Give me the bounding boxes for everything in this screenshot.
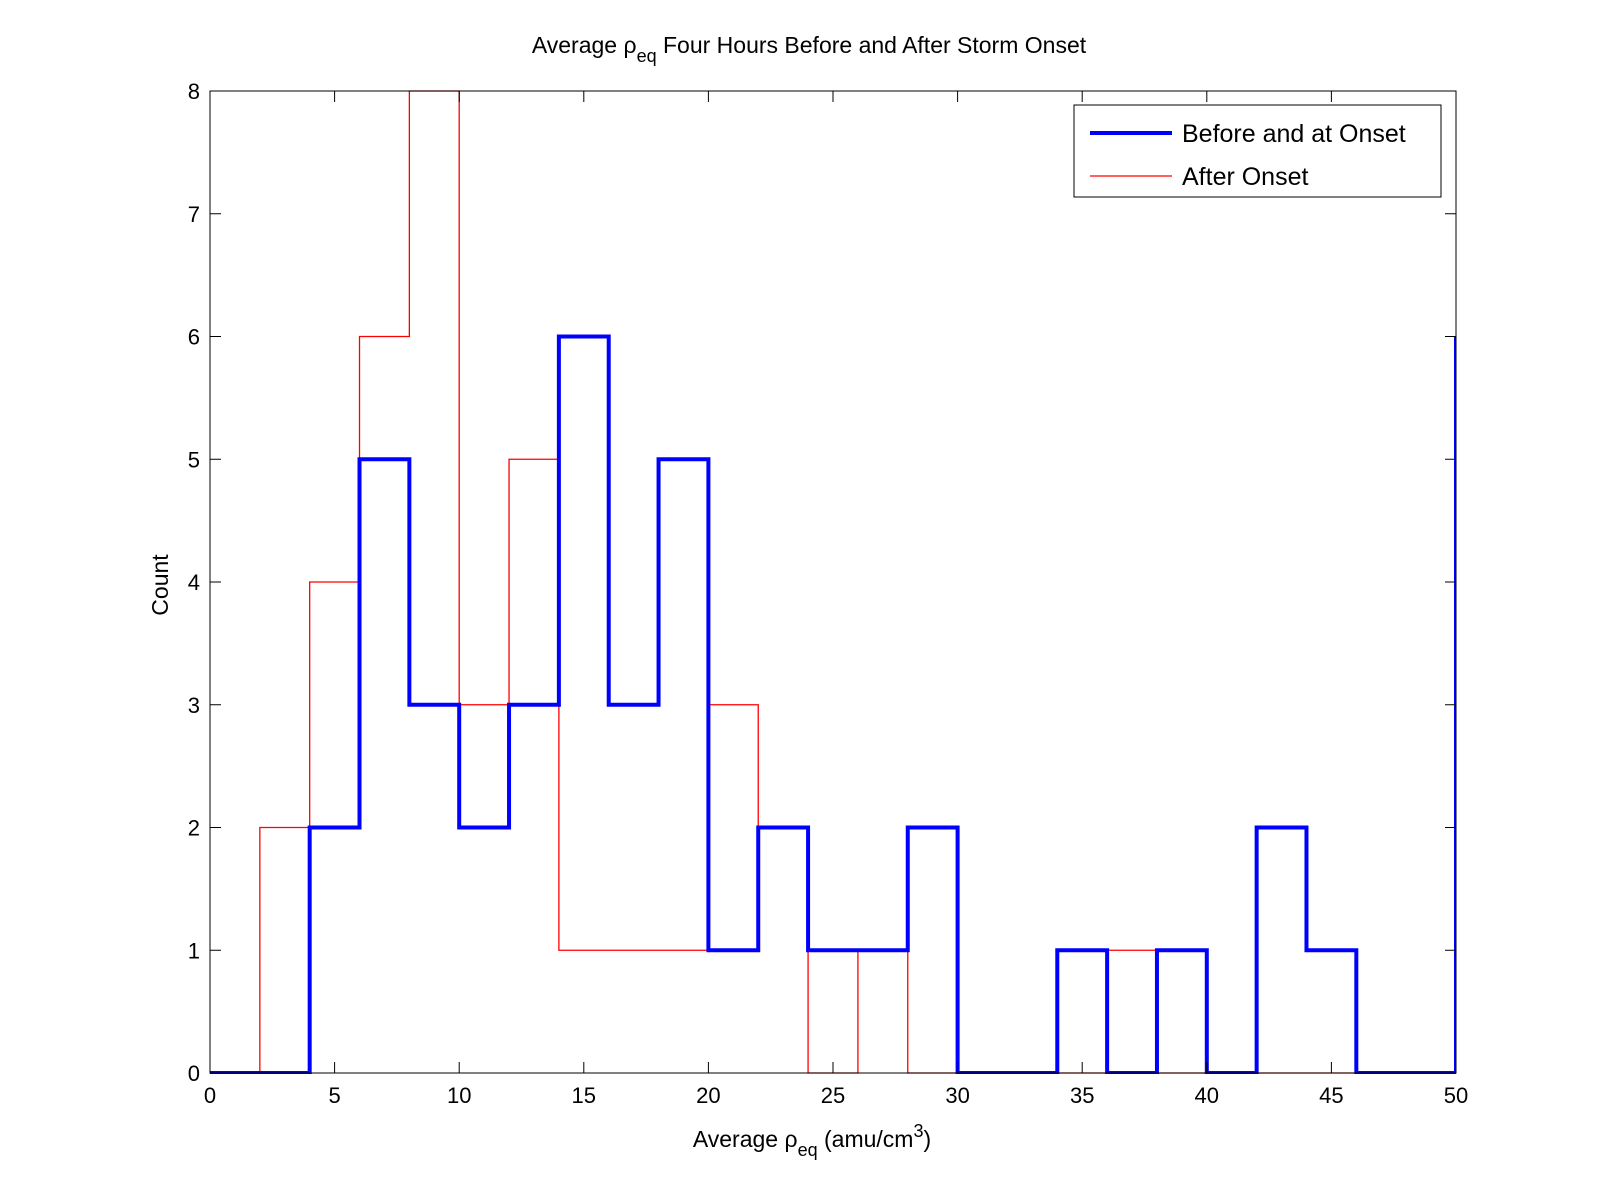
x-axis-label-suffix: )	[923, 1126, 931, 1152]
legend-box	[1073, 104, 1442, 198]
y-tick-label: 7	[188, 202, 200, 227]
y-tick-label: 0	[188, 1061, 200, 1086]
y-tick-label: 8	[188, 79, 200, 104]
legend-label-before-and-at-onset: Before and at Onset	[1182, 120, 1406, 148]
y-axis-label: Count	[147, 554, 173, 616]
x-tick-label: 15	[572, 1083, 596, 1108]
y-tick-label: 2	[188, 816, 200, 841]
y-tick-label: 5	[188, 447, 200, 472]
x-tick-label: 40	[1195, 1083, 1219, 1108]
x-tick-label: 30	[945, 1083, 969, 1108]
plot-area	[209, 90, 1457, 1074]
x-axis-label-prefix: Average ρ	[693, 1126, 798, 1152]
x-tick-label: 50	[1444, 1083, 1468, 1108]
x-tick-label: 35	[1070, 1083, 1094, 1108]
x-axis-label: Average ρeq (amu/cm3)	[693, 1121, 931, 1160]
x-tick-label: 0	[204, 1083, 216, 1108]
x-axis-label-middle: (amu/cm	[818, 1126, 914, 1152]
x-tick-label: 5	[328, 1083, 340, 1108]
chart-title: Average ρeq Four Hours Before and After …	[532, 32, 1087, 66]
y-tick-label: 3	[188, 693, 200, 718]
y-tick-label: 4	[188, 570, 200, 595]
chart-title-subscript: eq	[637, 46, 657, 66]
chart-title-suffix: Four Hours Before and After Storm Onset	[657, 32, 1087, 58]
legend-label-after-onset: After Onset	[1182, 163, 1308, 191]
x-tick-label: 45	[1319, 1083, 1343, 1108]
x-tick-label: 20	[696, 1083, 720, 1108]
legend: Before and at Onset After Onset	[1073, 104, 1442, 198]
x-tick-label: 25	[821, 1083, 845, 1108]
y-tick-label: 1	[188, 938, 200, 963]
chart-title-prefix: Average ρ	[532, 32, 637, 58]
x-axis-label-subscript: eq	[798, 1140, 818, 1160]
plot-background	[210, 91, 1456, 1073]
x-tick-label: 10	[447, 1083, 471, 1108]
series-before-and-at-onset-line	[210, 334, 1456, 1074]
y-tick-label: 6	[188, 325, 200, 350]
x-axis-label-superscript: 3	[913, 1121, 923, 1141]
